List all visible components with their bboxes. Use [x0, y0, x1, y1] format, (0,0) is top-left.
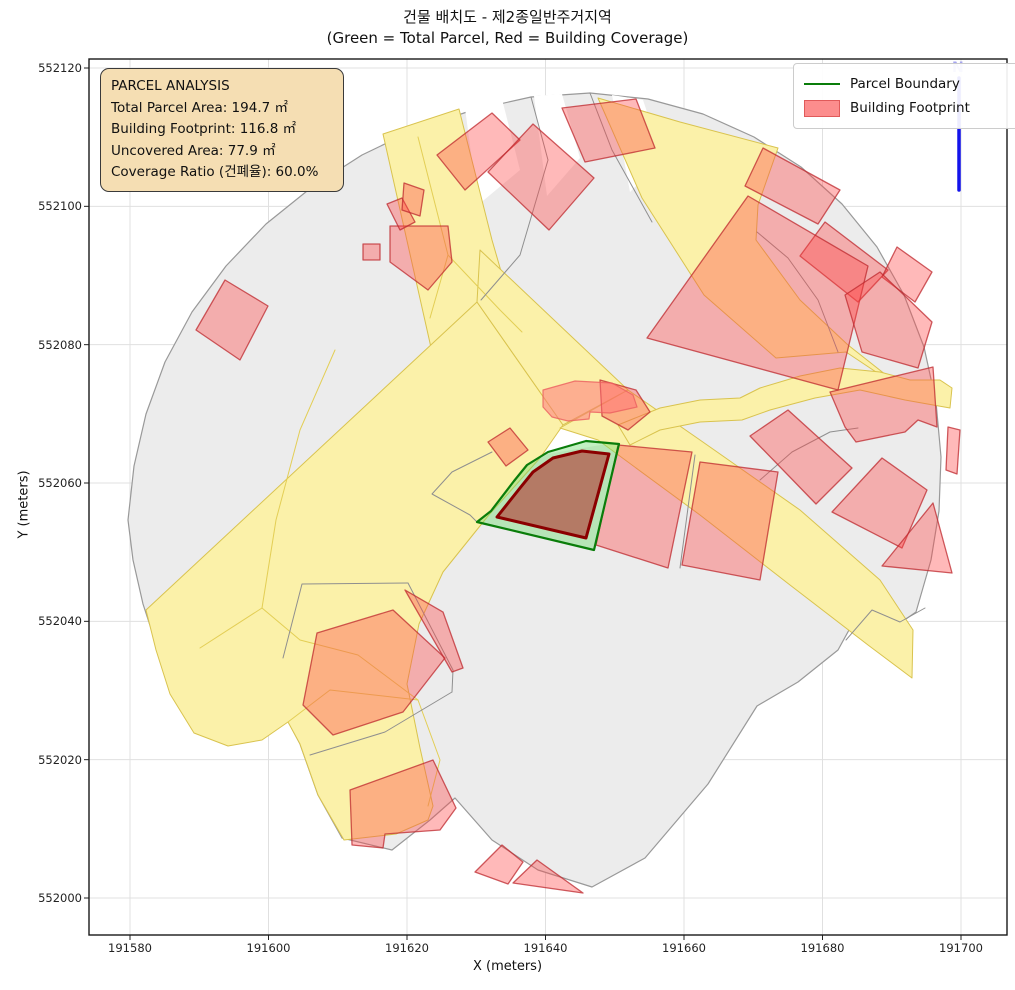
building	[749, 409, 853, 505]
building	[302, 609, 446, 736]
building	[474, 844, 524, 885]
building	[362, 243, 381, 261]
y-tick-label: 552120	[38, 61, 82, 75]
parcel-line	[756, 231, 839, 353]
building	[744, 147, 841, 225]
y-tick-label: 552060	[38, 476, 82, 490]
building	[829, 366, 938, 443]
parcel-line	[589, 92, 653, 223]
axes-frame	[88, 58, 1008, 936]
building	[831, 457, 928, 549]
legend-line-swatch	[804, 83, 840, 85]
map-layers	[127, 76, 961, 894]
road-lot-line	[261, 607, 419, 701]
x-tick-label: 191620	[385, 941, 429, 955]
parcel-line	[845, 607, 926, 641]
infobox-line: Building Footprint: 116.8 ㎡	[111, 121, 297, 137]
building	[881, 502, 953, 574]
building	[512, 859, 584, 894]
chart-subtitle: (Green = Total Parcel, Red = Building Co…	[326, 29, 689, 47]
legend-label: Building Footprint	[850, 100, 970, 116]
building	[436, 112, 521, 191]
x-tick-label: 191700	[939, 941, 983, 955]
building-pink	[542, 380, 638, 422]
parcel-line	[431, 451, 493, 523]
y-axis-label: Y (meters)	[16, 470, 32, 539]
y-tick-label: 552080	[38, 337, 82, 352]
y-tick-label: 552000	[38, 891, 82, 905]
legend-label: Parcel Boundary	[850, 76, 960, 92]
parcel-line	[480, 96, 549, 301]
parcel-line	[282, 582, 409, 659]
building	[349, 759, 457, 849]
road-east-lane	[617, 367, 953, 446]
gap-white-a	[465, 99, 520, 205]
x-tick-label: 191600	[246, 941, 291, 955]
road-lot-line	[287, 689, 419, 723]
building	[561, 98, 656, 163]
road-lot-line	[261, 349, 336, 609]
building	[404, 589, 464, 673]
infobox-line: Total Parcel Area: 194.7 ㎡	[111, 99, 288, 116]
legend: Parcel Boundary Building Footprint	[793, 63, 1015, 129]
road-southwest-arm	[145, 301, 564, 841]
x-tick-label: 191680	[800, 941, 845, 955]
y-tick-label: 552020	[38, 752, 82, 767]
infobox-line: Coverage Ratio (건폐율): 60.0%	[111, 164, 319, 180]
legend-item: Parcel Boundary	[804, 72, 1009, 96]
parcel-analysis-infobox: PARCEL ANALYSIS Total Parcel Area: 194.7…	[100, 68, 344, 192]
building	[389, 225, 453, 291]
y-tick-label: 552040	[38, 614, 82, 629]
infobox-lines: Total Parcel Area: 194.7 ㎡ Building Footp…	[111, 98, 333, 184]
road-southeast-arm	[559, 389, 914, 679]
y-tick-label: 552100	[38, 199, 82, 214]
building	[799, 221, 889, 303]
chart-title: 건물 배치도 - 제2종일반주거지역	[403, 8, 612, 26]
infobox-title: PARCEL ANALYSIS	[111, 78, 230, 94]
parcel-line	[309, 691, 453, 756]
building	[681, 461, 779, 581]
building	[401, 182, 425, 217]
parcel-line	[679, 454, 696, 569]
building	[881, 246, 933, 303]
road-lot-line	[417, 699, 441, 807]
x-axis-label: X (meters)	[472, 959, 543, 974]
infobox-line: Uncovered Area: 77.9 ㎡	[111, 142, 276, 159]
parcel-line	[407, 582, 454, 693]
building	[487, 427, 529, 467]
road-lot-line	[447, 254, 523, 333]
building	[844, 271, 933, 369]
building	[195, 279, 269, 361]
x-tick-label: 191580	[108, 941, 152, 955]
building	[386, 197, 416, 231]
x-tick-label: 191660	[662, 941, 706, 955]
building	[487, 123, 595, 231]
x-tick-label: 191640	[523, 941, 568, 955]
target-building-footprint	[495, 449, 611, 540]
legend-patch-swatch	[804, 99, 840, 117]
parcel-line	[759, 427, 859, 481]
legend-item: Building Footprint	[804, 96, 1009, 120]
building	[945, 426, 961, 475]
road-lot-line	[199, 607, 263, 649]
